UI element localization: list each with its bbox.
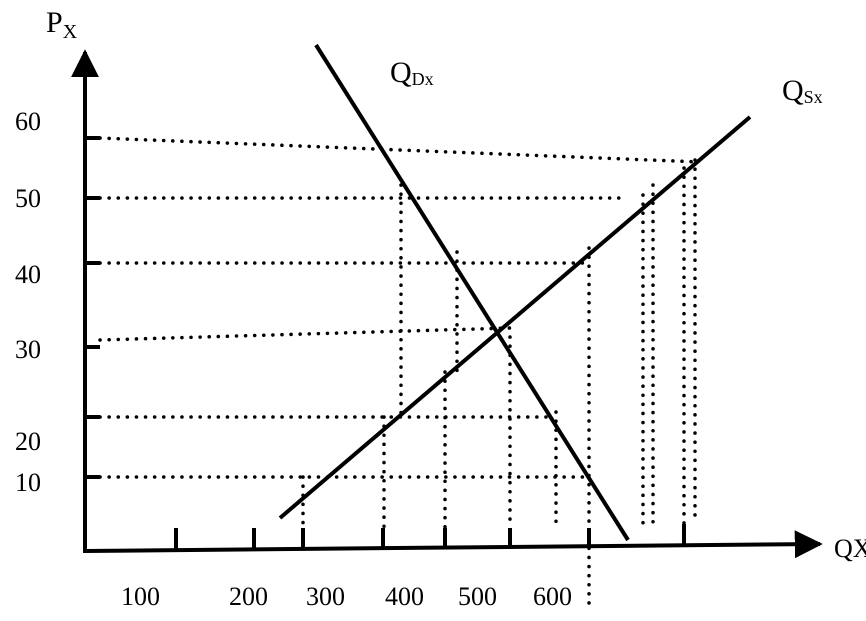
y-tick-label: 50 [15,184,41,213]
supply-curve-label: QSx [782,74,823,107]
vertical-dotted-lines [301,158,697,612]
y-tick-label: 20 [15,427,41,456]
h-guide-30 [98,326,512,342]
demand-curve [314,43,630,542]
x-axis [84,530,823,559]
y-tick-label: 30 [15,335,41,364]
horizontal-dotted-lines [98,136,702,479]
x-tick-label: 100 [121,582,160,611]
x-tick-marks [174,524,686,549]
x-tick-label: 500 [458,582,497,611]
x-tick-label: 200 [229,582,268,611]
demand-curve-label: QDx [390,56,434,89]
x-axis-label: QX [834,534,866,563]
y-tick-label: 60 [15,107,41,136]
y-tick-label: 10 [15,468,41,497]
supply-curve [278,115,752,520]
x-tick-label: 300 [306,582,345,611]
y-tick-marks [85,136,100,479]
x-tick-label: 400 [385,582,424,611]
y-axis-label: PX [46,6,78,43]
h-guide-60 [98,136,702,164]
x-tick-label: 600 [533,582,572,611]
y-tick-label: 40 [15,260,41,289]
